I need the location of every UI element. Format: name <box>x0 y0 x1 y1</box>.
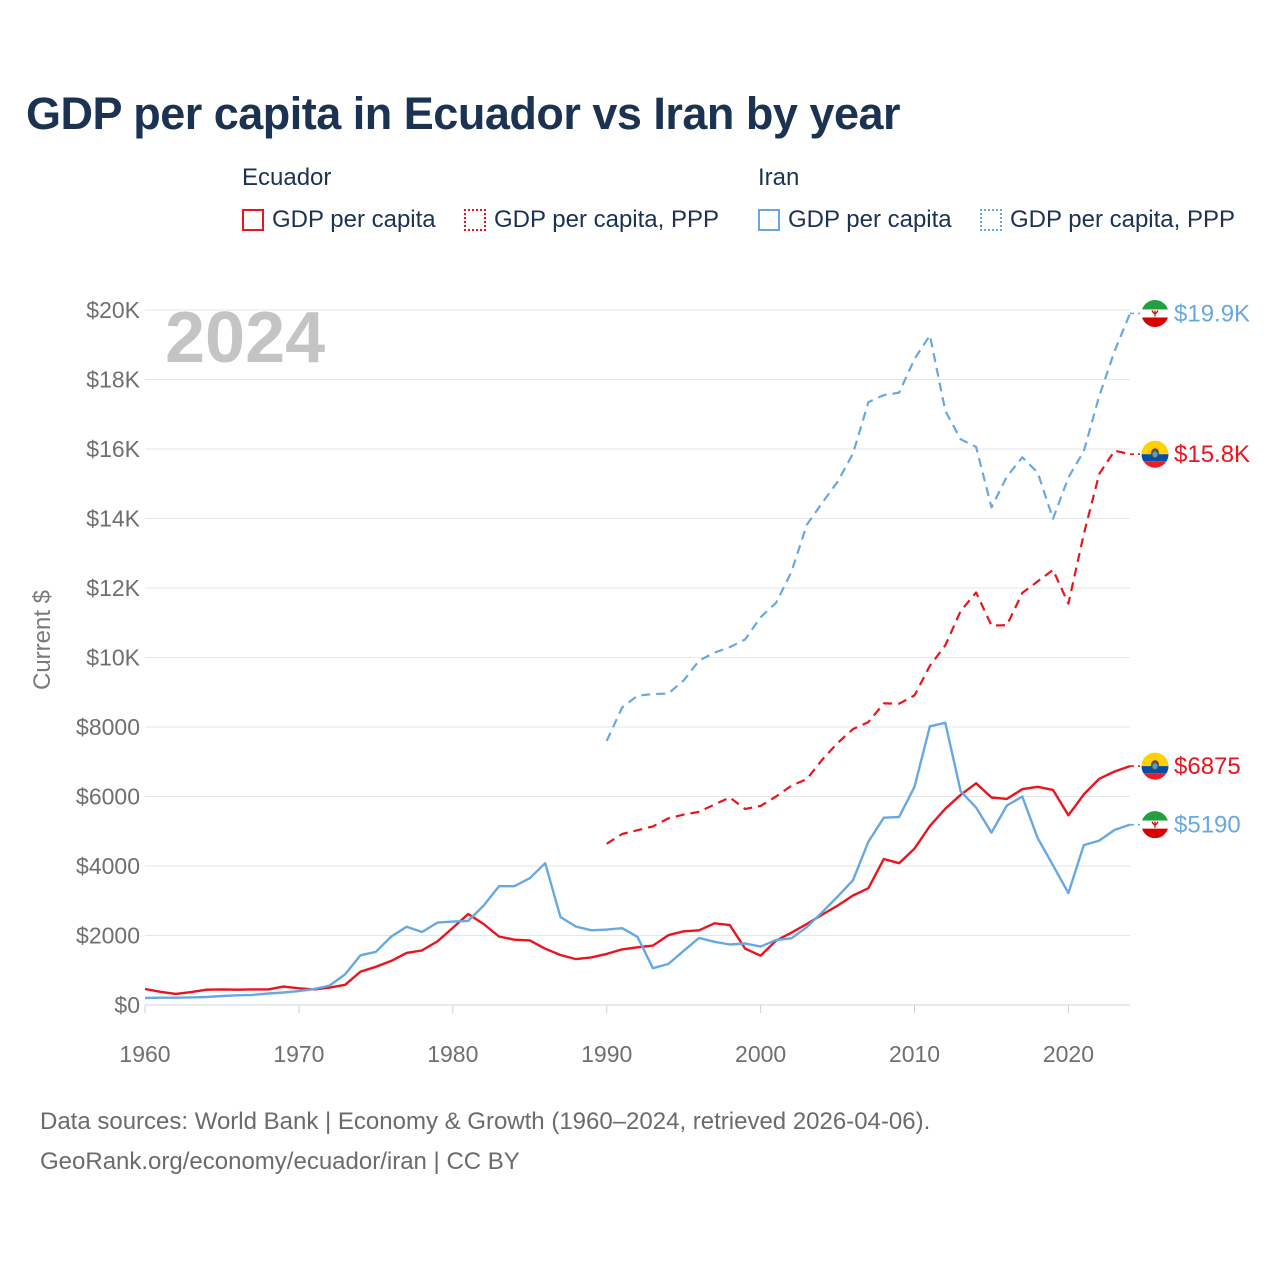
legend-swatch-dotted-red <box>464 209 486 231</box>
x-tick-label: 1980 <box>427 1041 478 1067</box>
flag-iran-icon <box>1140 810 1170 840</box>
y-tick-label: $16K <box>86 436 140 462</box>
x-tick-label: 1960 <box>119 1041 170 1067</box>
flag-ecuador-icon <box>1140 751 1170 781</box>
flag-iran-icon <box>1140 298 1170 328</box>
end-label-iran-ppp: $19.9K <box>1174 300 1250 327</box>
y-tick-label: $6000 <box>76 784 140 810</box>
series-line-iran-gdp <box>144 721 1131 1000</box>
legend-label: GDP per capita <box>788 206 952 233</box>
end-label-ecuador-ppp: $15.8K <box>1174 441 1250 468</box>
series-line-ecuador-ppp <box>606 449 1131 845</box>
y-tick-label: $10K <box>86 645 140 671</box>
x-tick-label: 2010 <box>889 1041 940 1067</box>
axes: $0 $2000 $4000 $6000 $8000 $10K $12K $14K $16K $1… <box>76 297 1094 1067</box>
legend-item-iran-ppp[interactable]: GDP per capita, PPP <box>980 206 1235 234</box>
legend-label: GDP per capita, PPP <box>1010 206 1235 233</box>
y-tick-label: $14K <box>86 506 140 532</box>
y-tick-label: $12K <box>86 575 140 601</box>
legend-item-ecuador-ppp[interactable]: GDP per capita, PPP <box>464 206 719 234</box>
x-tick-label: 1970 <box>273 1041 324 1067</box>
y-tick-label: $8000 <box>76 714 140 740</box>
y-tick-label: $4000 <box>76 853 140 879</box>
grid <box>145 309 1130 1006</box>
series-line-iran-ppp <box>605 313 1132 742</box>
series-line-ecuador-gdp <box>144 764 1131 996</box>
end-label-iran-gdp: $5190 <box>1174 812 1241 839</box>
y-tick-label: $0 <box>114 992 140 1018</box>
x-tick-label: 2020 <box>1043 1041 1094 1067</box>
legend-swatch-solid-red <box>242 209 264 231</box>
footer-attribution: GeoRank.org/economy/ecuador/iran | CC BY <box>40 1148 520 1175</box>
legend-swatch-dotted-blue <box>980 209 1002 231</box>
flag-ecuador-icon <box>1140 439 1170 469</box>
end-labels: $6875 $5190 $15.8K $19.9K <box>1140 298 1250 840</box>
legend-label: GDP per capita <box>272 206 436 233</box>
year-label: 2024 <box>165 298 325 378</box>
legend-label: GDP per capita, PPP <box>494 206 719 233</box>
legend-item-iran-gdp[interactable]: GDP per capita <box>758 206 952 234</box>
legend-group-ecuador: Ecuador <box>242 164 332 191</box>
footer-sources: Data sources: World Bank | Economy & Gro… <box>40 1108 931 1135</box>
legend-item-ecuador-gdp[interactable]: GDP per capita <box>242 206 436 234</box>
y-tick-label: $20K <box>86 297 140 323</box>
series <box>144 312 1140 1000</box>
y-axis-title: Current $ <box>29 590 56 690</box>
y-tick-label: $18K <box>86 367 140 393</box>
y-tick-label: $2000 <box>76 923 140 949</box>
legend-swatch-solid-blue <box>758 209 780 231</box>
x-tick-label: 2000 <box>735 1041 786 1067</box>
page-title: GDP per capita in Ecuador vs Iran by yea… <box>26 88 901 139</box>
end-label-ecuador-gdp: $6875 <box>1174 753 1241 780</box>
x-tick-label: 1990 <box>581 1041 632 1067</box>
legend-group-iran: Iran <box>758 164 800 191</box>
